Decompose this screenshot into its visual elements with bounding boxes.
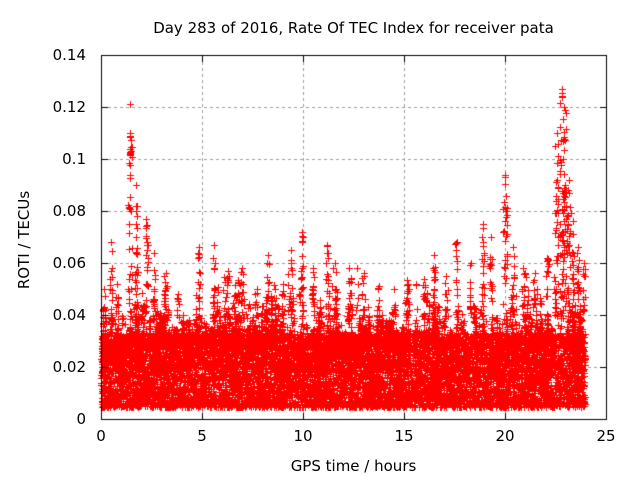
y-tick-label: 0.1 bbox=[62, 150, 86, 168]
y-tick-label: 0.04 bbox=[52, 306, 86, 324]
y-tick-label: 0.14 bbox=[52, 46, 86, 64]
x-tick-label: 10 bbox=[293, 427, 313, 445]
y-tick-label: 0.12 bbox=[52, 98, 86, 116]
x-tick-label: 5 bbox=[197, 427, 207, 445]
x-tick-label: 15 bbox=[394, 427, 414, 445]
x-tick-label: 25 bbox=[596, 427, 616, 445]
x-axis-title: GPS time / hours bbox=[290, 457, 417, 475]
x-tick-label: 0 bbox=[96, 427, 106, 445]
y-tick-label: 0.08 bbox=[52, 202, 86, 220]
y-tick-label: 0.06 bbox=[52, 254, 86, 272]
chart-title: Day 283 of 2016, Rate Of TEC Index for r… bbox=[153, 19, 554, 37]
y-tick-label: 0.02 bbox=[52, 358, 86, 376]
y-tick-label: 0 bbox=[76, 410, 86, 428]
x-tick-label: 20 bbox=[495, 427, 515, 445]
